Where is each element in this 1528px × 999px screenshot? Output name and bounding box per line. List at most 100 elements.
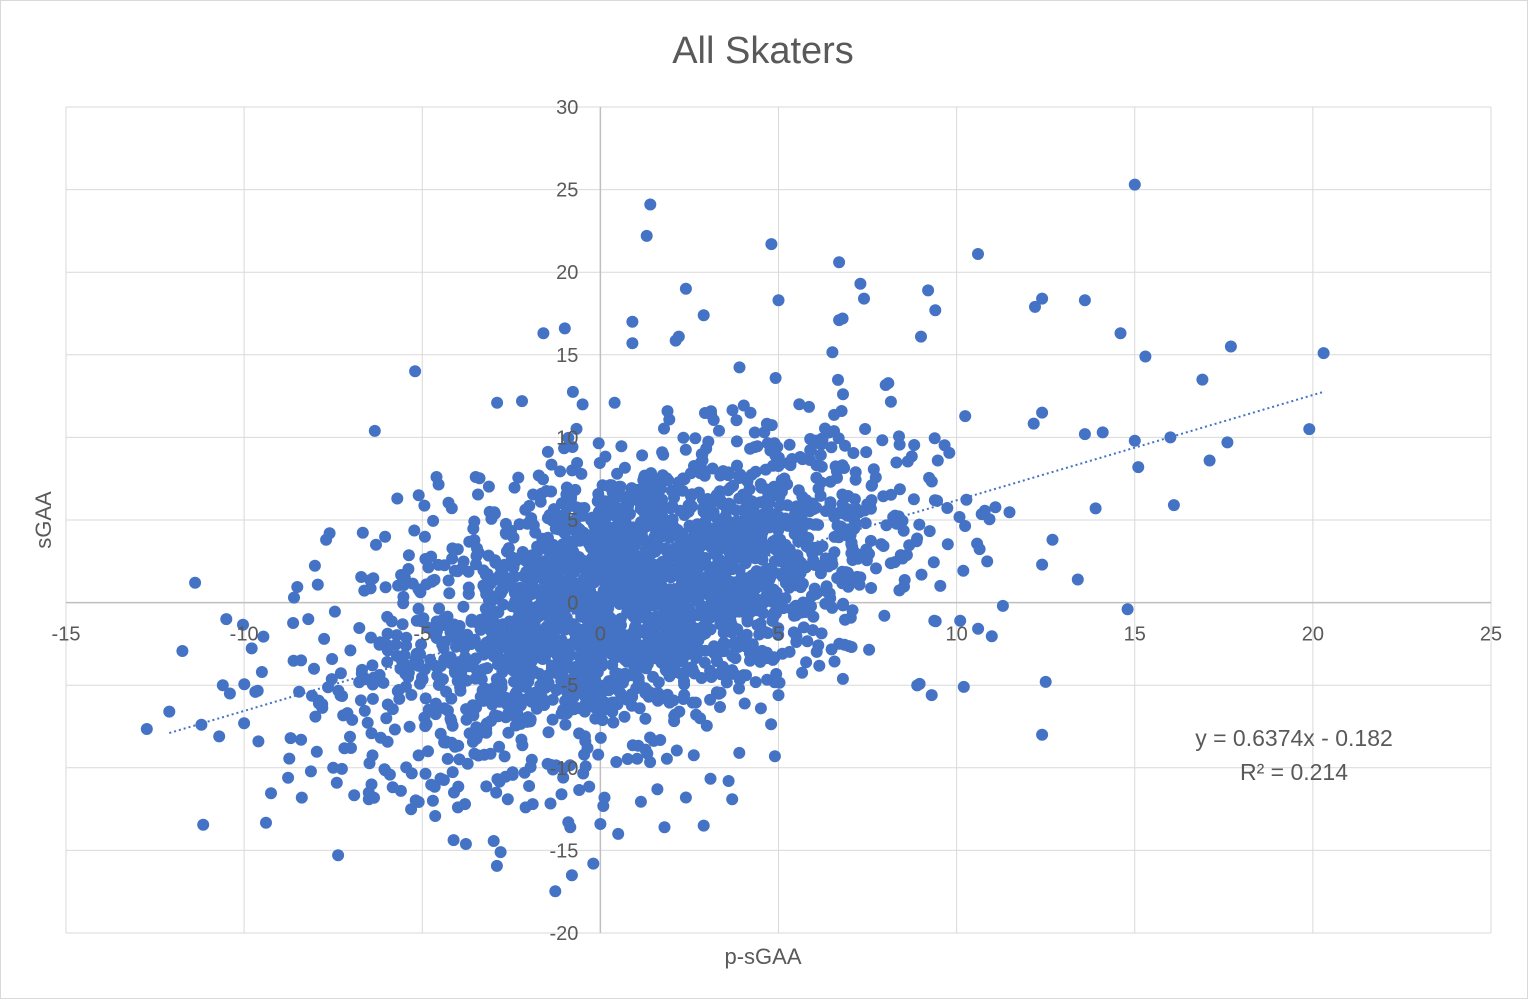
data-point bbox=[537, 473, 549, 486]
data-point bbox=[900, 549, 913, 561]
data-point bbox=[216, 679, 229, 692]
data-point bbox=[680, 504, 692, 517]
data-point bbox=[453, 753, 466, 766]
data-point bbox=[908, 439, 921, 451]
data-point bbox=[308, 559, 321, 572]
data-point bbox=[447, 834, 460, 847]
data-point bbox=[364, 582, 377, 595]
data-point bbox=[529, 526, 542, 539]
data-point bbox=[730, 414, 743, 427]
data-point bbox=[594, 731, 607, 744]
data-point bbox=[462, 565, 475, 578]
data-point bbox=[826, 346, 839, 359]
data-point bbox=[859, 517, 872, 530]
data-point bbox=[941, 538, 954, 551]
data-point bbox=[597, 800, 610, 812]
data-point bbox=[754, 655, 767, 668]
data-point bbox=[689, 594, 702, 607]
data-point bbox=[835, 520, 848, 533]
data-point bbox=[453, 620, 466, 632]
data-point bbox=[453, 656, 465, 669]
data-point bbox=[639, 712, 652, 725]
data-point bbox=[408, 524, 421, 537]
data-point bbox=[931, 494, 944, 507]
data-point bbox=[972, 248, 984, 260]
data-point bbox=[735, 517, 748, 530]
data-point bbox=[1046, 533, 1059, 546]
data-point bbox=[730, 435, 743, 448]
data-point bbox=[660, 559, 673, 572]
data-point bbox=[996, 599, 1009, 612]
data-point bbox=[610, 756, 623, 768]
data-point bbox=[903, 539, 916, 552]
data-point bbox=[608, 570, 621, 583]
data-point bbox=[465, 613, 478, 626]
data-point bbox=[660, 752, 673, 765]
data-point bbox=[726, 583, 739, 596]
data-point bbox=[1121, 603, 1134, 616]
data-point bbox=[366, 692, 379, 705]
data-point bbox=[810, 471, 823, 484]
data-point bbox=[356, 526, 369, 539]
data-point bbox=[512, 471, 525, 484]
data-point bbox=[547, 538, 560, 551]
data-point bbox=[749, 552, 762, 565]
data-point bbox=[1089, 502, 1102, 515]
y-tick-label: -15 bbox=[549, 840, 578, 862]
data-point bbox=[772, 628, 785, 641]
data-point bbox=[704, 498, 717, 511]
data-point bbox=[702, 560, 714, 573]
data-point bbox=[547, 632, 560, 645]
data-point bbox=[590, 676, 602, 689]
data-point bbox=[646, 479, 658, 492]
data-point bbox=[630, 571, 643, 584]
trendline bbox=[169, 390, 1324, 734]
data-point bbox=[985, 630, 998, 643]
data-point bbox=[658, 570, 671, 583]
data-point bbox=[237, 618, 249, 631]
data-point bbox=[646, 597, 658, 610]
data-point bbox=[582, 615, 594, 628]
data-point bbox=[176, 645, 189, 657]
data-point bbox=[905, 450, 918, 463]
x-tick-label: 20 bbox=[1302, 624, 1324, 646]
data-point bbox=[341, 707, 354, 720]
data-point bbox=[542, 726, 555, 739]
data-point bbox=[419, 720, 432, 733]
data-point bbox=[484, 595, 497, 608]
data-point bbox=[405, 803, 418, 816]
data-point bbox=[505, 524, 517, 537]
data-point bbox=[618, 710, 631, 723]
data-point bbox=[709, 546, 721, 559]
data-point bbox=[393, 692, 406, 705]
data-point bbox=[490, 786, 503, 799]
data-point bbox=[733, 682, 745, 695]
data-point bbox=[433, 602, 446, 615]
data-point bbox=[402, 549, 415, 562]
data-point bbox=[542, 677, 555, 689]
data-point bbox=[238, 717, 251, 730]
data-point bbox=[429, 659, 442, 672]
data-point bbox=[957, 564, 970, 577]
data-point bbox=[534, 682, 547, 695]
data-point bbox=[1224, 340, 1237, 353]
data-point bbox=[714, 493, 727, 506]
data-point bbox=[515, 596, 528, 609]
data-point bbox=[379, 581, 392, 594]
data-point bbox=[741, 612, 754, 625]
data-point bbox=[612, 621, 625, 634]
data-point bbox=[545, 485, 558, 498]
data-point bbox=[320, 533, 333, 546]
data-point bbox=[509, 719, 522, 732]
data-point bbox=[647, 670, 659, 683]
data-point bbox=[195, 718, 208, 731]
data-point bbox=[498, 558, 511, 571]
data-point bbox=[557, 703, 570, 716]
data-point bbox=[575, 467, 588, 480]
data-point bbox=[419, 767, 432, 780]
data-point bbox=[1078, 428, 1091, 441]
data-point bbox=[973, 543, 986, 556]
y-tick-label: -5 bbox=[561, 675, 579, 697]
data-point bbox=[608, 696, 621, 709]
data-point bbox=[893, 483, 906, 496]
